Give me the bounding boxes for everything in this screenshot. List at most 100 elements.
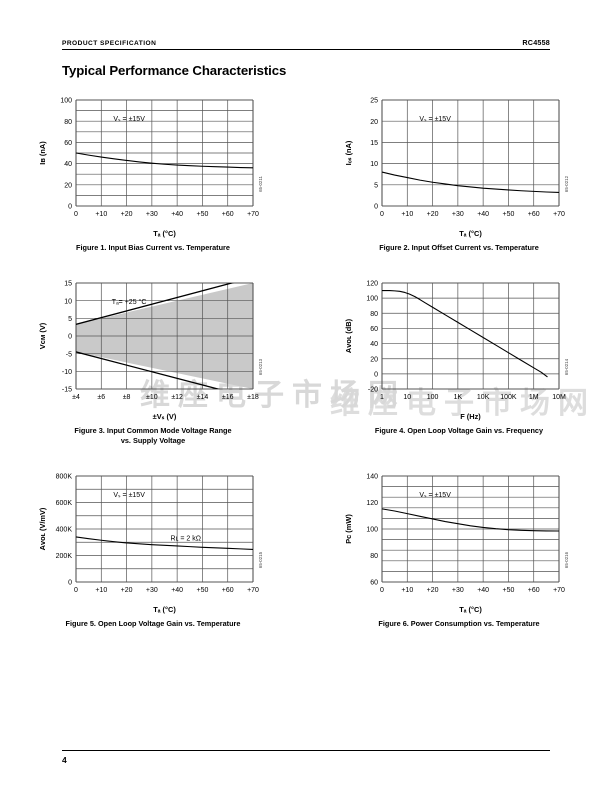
x-tick-label: +70 — [247, 211, 259, 218]
y-axis-title: Iʙ (nA) — [38, 141, 47, 165]
page-header: PRODUCT SPECIFICATION RC4558 — [62, 38, 550, 50]
chart-svg-fig1: 0 +10 +20 +30 +40 +50 +60 +70 0 20 40 60 80 100 Tₐ (°C… — [38, 98, 263, 238]
footer-rule — [62, 750, 550, 751]
y-tick-label: 800K — [55, 473, 72, 480]
chart-svg-fig3: ±4 ±6 ±8 ±10 ±12 ±14 ±16 ±18 -15 -10 -5 0 5 10 15 ±Vₛ (… — [38, 280, 263, 420]
x-tick-label: +10 — [95, 211, 107, 218]
x-tick-label: +50 — [196, 587, 208, 594]
x-tick-label: ±6 — [97, 394, 105, 401]
x-tick-label: +30 — [451, 587, 463, 594]
chart-svg-fig2: 0 +10 +20 +30 +40 +50 +60 +70 0 5 10 15 20 25 Tₐ (°C) I… — [344, 98, 569, 238]
x-tick-label: +60 — [527, 587, 539, 594]
x-tick-label: ±18 — [247, 394, 259, 401]
figure-row-3: 0 +10 +20 +30 +40 +50 +60 +70 0 200K 400K 600K 800K T… — [0, 466, 612, 629]
x-tick-label: 1 — [380, 394, 384, 401]
x-tick-label: 0 — [74, 211, 78, 218]
y-tick-label: 200K — [55, 553, 72, 560]
y-tick-label: 5 — [374, 182, 378, 189]
chart-fig6: 0 +10 +20 +30 +40 +50 +60 +70 60 80 100 120 140 Tₐ (°… — [342, 466, 577, 616]
x-tick-label: +30 — [145, 211, 157, 218]
plot-annotation: Tₐ= +25 °C — [111, 298, 146, 306]
x-tick-label: ±12 — [171, 394, 183, 401]
figure-id-code: 65-0213 — [258, 358, 263, 375]
y-tick-label: 0 — [374, 371, 378, 378]
x-tick-label: 0 — [380, 587, 384, 594]
x-tick-label: +40 — [477, 211, 489, 218]
x-tick-label: +20 — [120, 587, 132, 594]
page-footer: 4 — [62, 750, 550, 765]
data-curve — [381, 507, 559, 532]
x-tick-label: 10M — [552, 394, 566, 401]
y-tick-label: 40 — [370, 341, 378, 348]
y-tick-label: 100 — [60, 98, 72, 105]
y-tick-label: 120 — [366, 280, 378, 287]
x-tick-label: ±16 — [221, 394, 233, 401]
y-tick-label: -5 — [65, 351, 71, 358]
x-tick-label: +60 — [221, 587, 233, 594]
page-number: 4 — [62, 755, 67, 765]
figure-caption-4: Figure 4. Open Loop Voltage Gain vs. Fre… — [374, 425, 544, 435]
y-tick-label: 100 — [366, 526, 378, 533]
x-tick-label: +60 — [527, 211, 539, 218]
y-tick-label: 60 — [64, 140, 72, 147]
x-tick-label: +40 — [477, 587, 489, 594]
y-tick-label: 15 — [64, 280, 72, 287]
y-tick-label: 0 — [374, 204, 378, 211]
plot-annotation-2: Rʟ = 2 kΩ — [170, 535, 200, 542]
figure-caption-2: Figure 2. Input Offset Current vs. Tempe… — [379, 243, 539, 252]
x-tick-label: ±14 — [196, 394, 208, 401]
figure-cell-4: 1 10 100 1K 10K 100K 1M 10M -20 0 20 40 60 80 100 120 F … — [306, 273, 612, 446]
chart-svg-fig5: 0 +10 +20 +30 +40 +50 +60 +70 0 200K 400K 600K 800K T… — [38, 473, 263, 613]
y-tick-label: 5 — [68, 316, 72, 323]
x-tick-label: +50 — [196, 211, 208, 218]
x-tick-label: +10 — [401, 587, 413, 594]
header-document-type: PRODUCT SPECIFICATION — [62, 40, 157, 47]
figure-id-code: 65-0216 — [564, 551, 569, 568]
y-tick-label: -15 — [61, 386, 71, 393]
figure-cell-5: 0 +10 +20 +30 +40 +50 +60 +70 0 200K 400K 600K 800K T… — [0, 466, 306, 629]
chart-svg-fig6: 0 +10 +20 +30 +40 +50 +60 +70 60 80 100 120 140 Tₐ (°… — [344, 473, 569, 613]
x-tick-label: +70 — [553, 587, 565, 594]
figure-id-code: 65-0212 — [564, 175, 569, 192]
y-tick-label: 0 — [68, 579, 72, 586]
x-tick-label: +40 — [171, 587, 183, 594]
plot-annotation: Vₛ = ±15V — [113, 116, 145, 123]
x-tick-label: +10 — [401, 211, 413, 218]
x-axis-title: Tₐ (°C) — [153, 229, 176, 238]
chart-fig5: 0 +10 +20 +30 +40 +50 +60 +70 0 200K 400K 600K 800K T… — [36, 466, 271, 616]
figure-cell-3: ±4 ±6 ±8 ±10 ±12 ±14 ±16 ±18 -15 -10 -5 0 5 10 15 ±Vₛ (… — [0, 273, 306, 446]
y-tick-label: -20 — [367, 386, 377, 393]
y-tick-label: 80 — [370, 311, 378, 318]
y-tick-label: 15 — [370, 140, 378, 147]
figure-row-1: 0 +10 +20 +30 +40 +50 +60 +70 0 20 40 60 80 100 Tₐ (°C… — [0, 90, 612, 253]
plot-annotation: Vₛ = ±15V — [419, 116, 451, 123]
x-axis-title: F (Hz) — [460, 412, 481, 421]
x-tick-label: +20 — [426, 211, 438, 218]
x-tick-label: +70 — [247, 587, 259, 594]
boundary-line-lower — [75, 351, 220, 389]
y-tick-label: 80 — [370, 553, 378, 560]
y-tick-label: -10 — [61, 369, 71, 376]
y-axis-title: Pᴄ (mW) — [344, 513, 353, 543]
figure-id-code: 65-0211 — [258, 176, 263, 192]
data-curve — [75, 535, 253, 550]
figure-caption-3: Figure 3. Input Common Mode Voltage Rang… — [74, 426, 231, 446]
y-tick-label: 10 — [64, 298, 72, 305]
x-tick-label: +10 — [95, 587, 107, 594]
x-tick-label: +30 — [451, 211, 463, 218]
y-tick-label: 60 — [370, 326, 378, 333]
y-tick-label: 140 — [366, 473, 378, 480]
x-tick-label: 0 — [74, 587, 78, 594]
y-axis-title: Aᴠᴏʟ (V/mV) — [38, 507, 47, 550]
figure-cell-1: 0 +10 +20 +30 +40 +50 +60 +70 0 20 40 60 80 100 Tₐ (°C… — [0, 90, 306, 253]
x-tick-label: 100 — [426, 394, 438, 401]
x-tick-label: +20 — [120, 211, 132, 218]
y-tick-label: 10 — [370, 161, 378, 168]
figure-id-code: 65-0214 — [564, 358, 569, 375]
x-tick-label: 10 — [403, 394, 411, 401]
y-tick-label: 20 — [370, 119, 378, 126]
page-title: Typical Performance Characteristics — [62, 63, 287, 78]
figure-caption-3-line1: Figure 3. Input Common Mode Voltage Rang… — [74, 425, 232, 435]
y-axis-title: Aᴠᴏʟ (dB) — [344, 318, 353, 353]
